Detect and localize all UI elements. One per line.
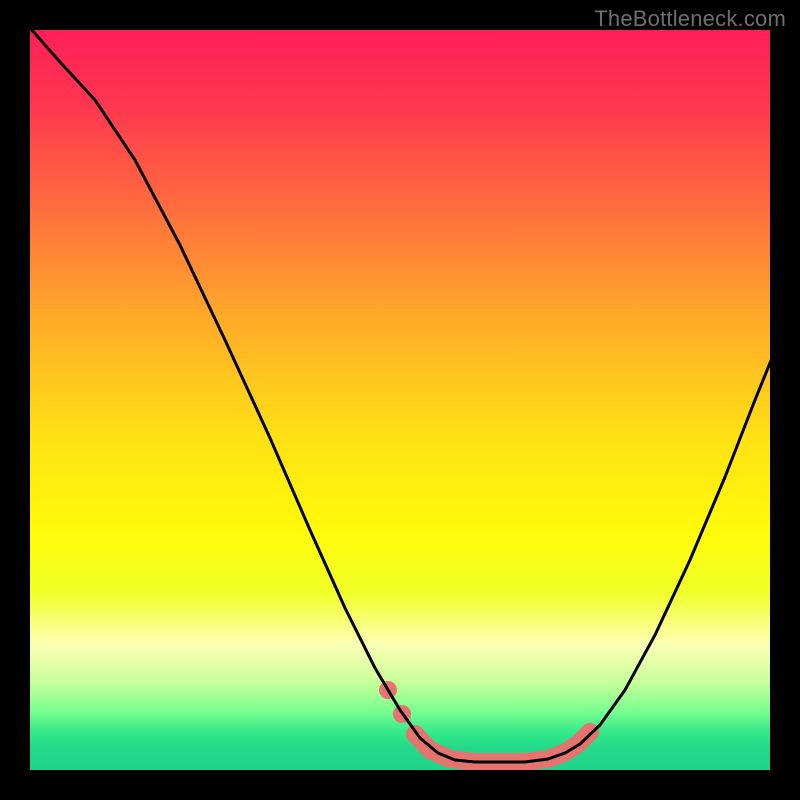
chart-frame: TheBottleneck.com	[0, 0, 800, 800]
gradient-background	[30, 30, 770, 770]
bottleneck-plot	[0, 0, 800, 800]
